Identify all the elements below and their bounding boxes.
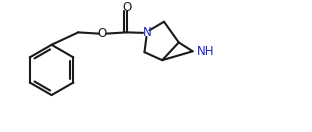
Text: O: O: [98, 27, 107, 40]
Text: N: N: [143, 26, 151, 39]
Text: O: O: [122, 1, 131, 14]
Text: NH: NH: [197, 45, 214, 58]
